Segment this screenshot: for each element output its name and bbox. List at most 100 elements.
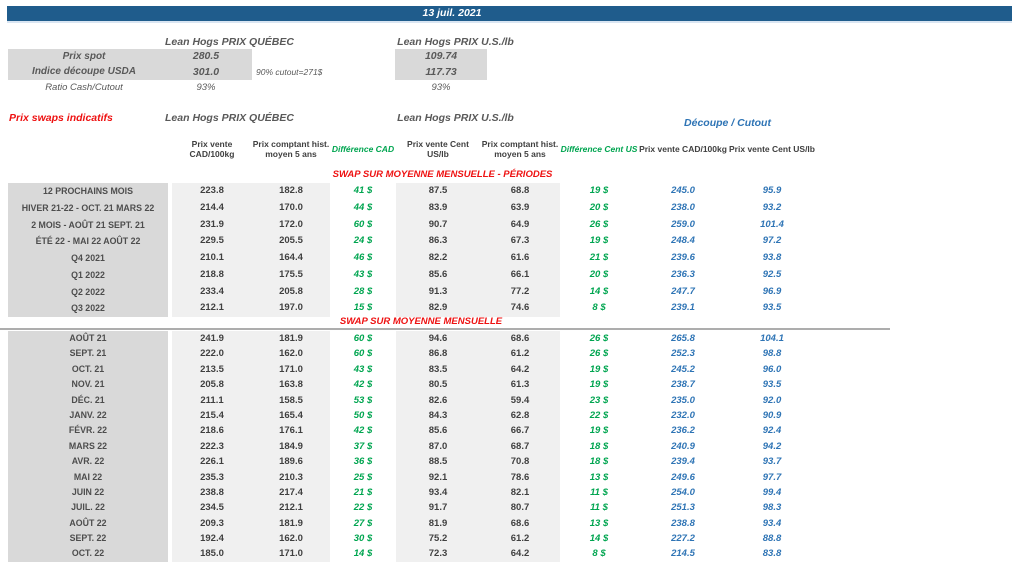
data-cell: 214.4 <box>172 199 252 217</box>
data-cell: 192.4 <box>172 531 252 547</box>
data-cell: 226.1 <box>172 454 252 470</box>
swaps-quebec-title: Lean Hogs PRIX QUÉBEC <box>165 112 294 124</box>
data-cell: 236.3 <box>671 268 695 280</box>
data-cell: 210.1 <box>172 250 252 267</box>
row-label: FÉVR. 22 <box>8 423 168 439</box>
data-cell: 215.4 <box>172 407 252 424</box>
data-cell: 238.7 <box>671 379 695 391</box>
data-cell: 249.6 <box>671 471 695 483</box>
col-header-prix-comptant-cad: Prix comptant hist. moyen 5 ans <box>252 138 330 159</box>
data-cell: 11 $ <box>590 502 608 514</box>
data-cell: 93.8 <box>762 252 782 263</box>
data-cell: 22 $ <box>589 409 609 421</box>
data-cell: 61.2 <box>480 531 560 547</box>
data-cell: 238.8 <box>172 484 252 501</box>
data-cell: 37 $ <box>353 440 373 452</box>
data-cell: 84.3 <box>396 407 480 424</box>
table-row: OCT. 21 213.5 171.0 43 $ 83.5 64.2 19 $ 245.2 96… <box>0 361 1024 378</box>
data-cell: 30 $ <box>353 533 373 545</box>
data-cell: 41 $ <box>353 185 373 196</box>
data-cell: 82.2 <box>396 250 480 267</box>
data-cell: 222.3 <box>172 438 252 455</box>
data-cell: 211.1 <box>172 392 252 408</box>
table-row: OCT. 22 185.0 171.0 14 $ 72.3 64.2 8 $ 214.5 83.… <box>0 546 1024 562</box>
date-text: 13 juil. 2021 <box>422 7 482 19</box>
data-cell: 46 $ <box>353 252 373 263</box>
row-label: Indice découpe USDA <box>32 66 136 77</box>
data-cell: 239.1 <box>671 302 695 314</box>
data-cell: 175.5 <box>252 266 330 284</box>
data-cell: 28 $ <box>353 285 373 297</box>
spot-us-block <box>395 49 487 80</box>
data-cell: 181.9 <box>252 515 330 532</box>
data-cell: 98.8 <box>762 348 782 360</box>
table-row: MARS 22 222.3 184.9 37 $ 87.0 68.7 18 $ 240.9 94… <box>0 438 1024 455</box>
data-cell: 82.9 <box>396 300 480 317</box>
data-cell: 93.4 <box>396 484 480 501</box>
data-cell: 234.5 <box>172 500 252 516</box>
data-cell: 101.4 <box>760 218 784 230</box>
table-row: Q4 2021 210.1 164.4 46 $ 82.2 61.6 21 $ 239.6 93… <box>0 250 1024 267</box>
data-cell: 77.2 <box>480 283 560 301</box>
data-cell: 59.4 <box>480 392 560 408</box>
data-cell: 13 $ <box>589 471 609 483</box>
data-cell: 85.6 <box>396 266 480 284</box>
decoupe-title: Découpe / Cutout <box>684 117 771 129</box>
table-row: Q3 2022 212.1 197.0 15 $ 82.9 74.6 8 $ 239.1 93.… <box>0 300 1024 317</box>
data-cell: 53 $ <box>353 394 373 406</box>
data-cell: 162.0 <box>252 531 330 547</box>
data-cell: 213.5 <box>172 361 252 378</box>
data-cell: 26 $ <box>589 218 609 230</box>
row-label: OCT. 22 <box>8 546 168 562</box>
data-cell: 92.1 <box>396 469 480 485</box>
data-cell: 238.0 <box>671 201 695 213</box>
data-cell: 240.9 <box>671 440 695 452</box>
data-cell: 236.2 <box>671 425 695 437</box>
row-label: Q1 2022 <box>8 266 168 284</box>
data-cell: 8 $ <box>592 302 606 314</box>
data-cell: 227.2 <box>671 533 695 545</box>
us-value: 109.74 <box>424 50 458 62</box>
data-cell: 252.3 <box>671 348 695 360</box>
data-cell: 95.9 <box>762 185 782 196</box>
table-row: JANV. 22 215.4 165.4 50 $ 84.3 62.8 22 $ 232.0 9… <box>0 407 1024 424</box>
spot-quebec-block <box>8 49 252 80</box>
data-cell: 83.8 <box>762 548 782 560</box>
data-cell: 83.9 <box>396 199 480 217</box>
row-label: OCT. 21 <box>8 361 168 378</box>
data-cell: 92.5 <box>762 268 782 280</box>
data-cell: 104.1 <box>760 333 784 344</box>
data-cell: 63.9 <box>480 199 560 217</box>
data-cell: 94.2 <box>762 440 782 452</box>
data-cell: 97.2 <box>762 235 782 247</box>
col-header-prix-vente-cad: Prix vente CAD/100kg <box>189 138 235 159</box>
us-value: 93% <box>431 82 451 93</box>
spot-row: Prix spot 280.5 109.74 <box>0 49 1024 64</box>
data-cell: 88.5 <box>396 454 480 470</box>
data-cell: 197.0 <box>252 300 330 317</box>
data-cell: 184.9 <box>252 438 330 455</box>
data-cell: 11 $ <box>590 486 608 498</box>
quebec-value: 93% <box>196 82 216 93</box>
column-header-row: Prix vente CAD/100kg Prix comptant hist.… <box>0 129 1024 169</box>
data-cell: 64.2 <box>480 546 560 562</box>
data-cell: 165.4 <box>252 407 330 424</box>
data-cell: 212.1 <box>252 500 330 516</box>
data-cell: 239.6 <box>671 252 695 263</box>
data-cell: 91.3 <box>396 283 480 301</box>
table-row: FÉVR. 22 218.6 176.1 42 $ 85.6 66.7 19 $ 236.2 9… <box>0 423 1024 439</box>
spot-quebec-title: Lean Hogs PRIX QUÉBEC <box>165 36 294 48</box>
row-label: Q4 2021 <box>8 250 168 267</box>
data-cell: 68.6 <box>480 331 560 347</box>
data-cell: 19 $ <box>589 425 609 437</box>
data-cell: 90.9 <box>762 409 782 421</box>
data-cell: 88.8 <box>762 533 782 545</box>
monthly-table: AOÛT 21 241.9 181.9 60 $94.6 68.6 26 $265.8 10… <box>0 331 1024 562</box>
col-header-difference-cad: Différence CAD <box>331 143 395 154</box>
table-row: AVR. 22 226.1 189.6 36 $ 88.5 70.8 18 $ 239.4 93… <box>0 454 1024 470</box>
table-row: AOÛT 21 241.9 181.9 60 $ 94.6 68.6 26 $ 265.8 10… <box>0 331 1024 347</box>
data-cell: 13 $ <box>589 517 609 529</box>
data-cell: 42 $ <box>353 379 373 391</box>
data-cell: 210.3 <box>252 469 330 485</box>
table-row: SEPT. 21 222.0 162.0 60 $ 86.8 61.2 26 $ 252.3 9… <box>0 346 1024 362</box>
